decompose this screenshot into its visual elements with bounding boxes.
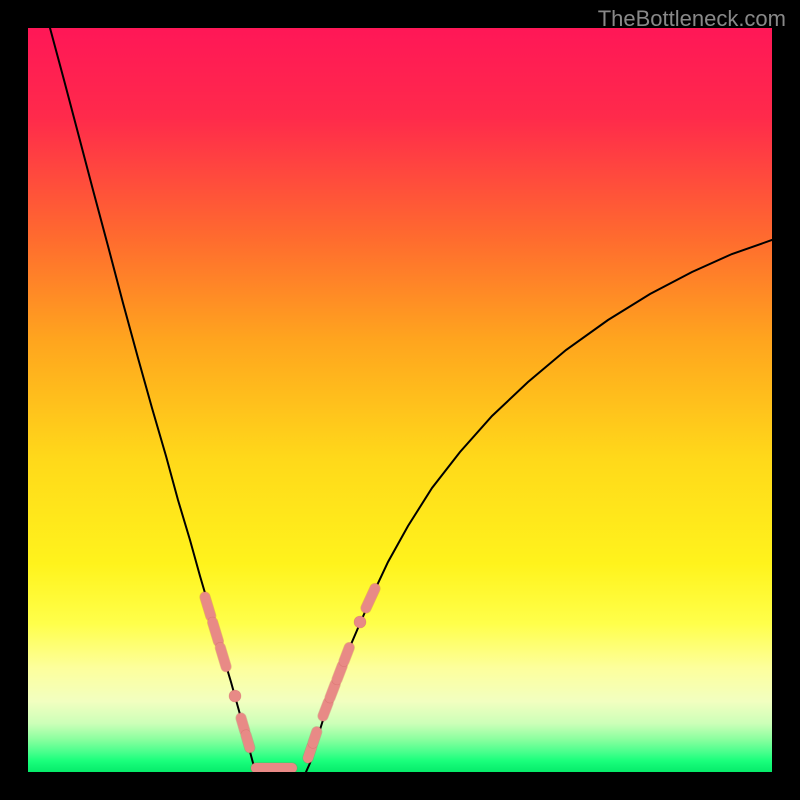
bottleneck-curve [28, 28, 772, 772]
chart-frame: TheBottleneck.com [0, 0, 800, 800]
plot-area [28, 28, 772, 772]
watermark-text: TheBottleneck.com [598, 6, 786, 32]
